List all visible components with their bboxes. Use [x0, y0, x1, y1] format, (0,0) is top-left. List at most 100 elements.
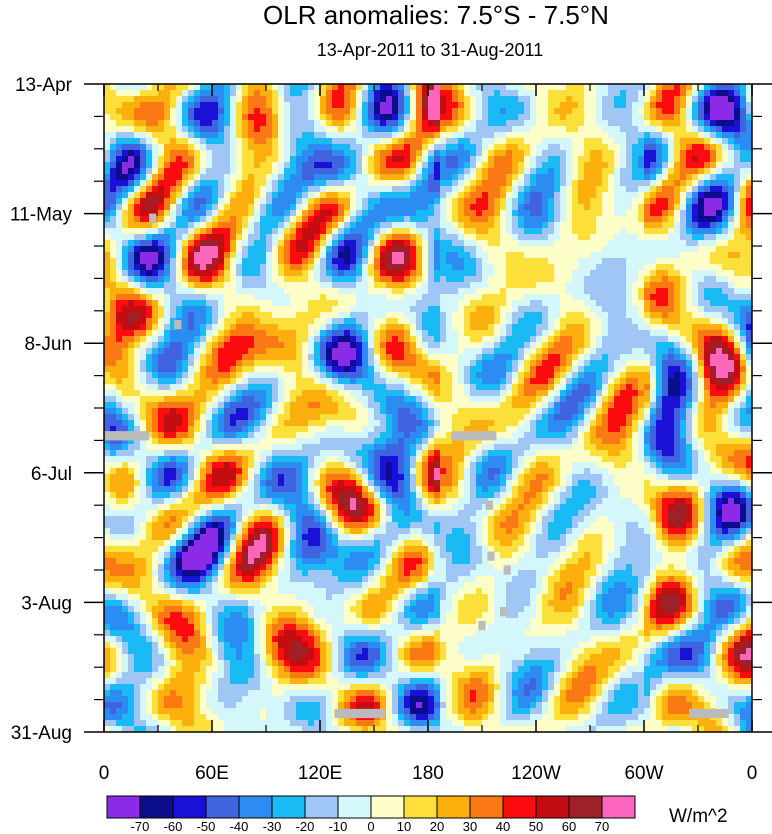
- olr-cell: [386, 150, 393, 157]
- olr-cell: [704, 246, 711, 253]
- olr-cell: [584, 150, 591, 157]
- olr-cell: [446, 312, 453, 319]
- olr-cell: [638, 312, 645, 319]
- olr-cell: [152, 222, 159, 229]
- olr-cell: [374, 330, 381, 337]
- olr-cell: [350, 204, 357, 211]
- olr-cell: [128, 288, 135, 295]
- olr-cell: [620, 354, 627, 361]
- olr-cell: [680, 198, 687, 205]
- olr-cell: [164, 312, 171, 319]
- olr-cell: [722, 318, 729, 325]
- olr-cell: [350, 90, 357, 97]
- olr-cell: [278, 228, 285, 235]
- olr-cell: [278, 204, 285, 211]
- olr-cell: [308, 90, 315, 97]
- olr-cell: [326, 168, 333, 175]
- olr-cell: [614, 126, 621, 133]
- olr-cell: [146, 294, 153, 301]
- olr-cell: [722, 234, 729, 241]
- olr-cell: [644, 348, 651, 355]
- olr-cell: [416, 300, 423, 307]
- olr-cell: [176, 264, 183, 271]
- olr-cell: [152, 282, 159, 289]
- olr-cell: [602, 252, 609, 259]
- olr-cell: [272, 228, 279, 235]
- olr-cell: [416, 126, 423, 133]
- olr-cell: [662, 354, 669, 361]
- olr-cell: [326, 120, 333, 127]
- olr-cell: [404, 354, 411, 361]
- olr-cell: [446, 300, 453, 307]
- olr-cell: [146, 204, 153, 211]
- olr-cell: [308, 312, 315, 319]
- olr-cell: [590, 330, 597, 337]
- olr-cell: [122, 210, 129, 217]
- olr-cell: [302, 138, 309, 145]
- olr-cell: [728, 114, 735, 121]
- olr-cell: [626, 228, 633, 235]
- olr-cell: [650, 132, 657, 139]
- olr-cell: [452, 138, 459, 145]
- olr-cell: [224, 264, 231, 271]
- olr-cell: [356, 246, 363, 253]
- olr-cell: [572, 120, 579, 127]
- olr-cell: [674, 186, 681, 193]
- olr-cell: [626, 138, 633, 145]
- olr-cell: [434, 168, 441, 175]
- olr-cell: [650, 276, 657, 283]
- olr-cell: [374, 180, 381, 187]
- olr-cell: [476, 174, 483, 181]
- olr-cell: [446, 84, 453, 91]
- olr-cell: [146, 312, 153, 319]
- olr-cell: [548, 324, 555, 331]
- olr-cell: [470, 138, 477, 145]
- olr-cell: [182, 210, 189, 217]
- olr-cell: [272, 186, 279, 193]
- olr-cell: [584, 144, 591, 151]
- olr-cell: [332, 318, 339, 325]
- olr-cell: [704, 204, 711, 211]
- olr-cell: [494, 132, 501, 139]
- olr-cell: [608, 258, 615, 265]
- olr-cell: [734, 132, 741, 139]
- olr-cell: [380, 198, 387, 205]
- olr-cell: [326, 102, 333, 109]
- olr-cell: [320, 294, 327, 301]
- olr-cell: [266, 306, 273, 313]
- olr-cell: [386, 138, 393, 145]
- olr-cell: [140, 210, 147, 217]
- olr-cell: [122, 258, 129, 265]
- olr-cell: [428, 186, 435, 193]
- olr-cell: [116, 168, 123, 175]
- olr-cell: [488, 108, 495, 115]
- olr-cell: [596, 246, 603, 253]
- olr-cell: [200, 342, 207, 349]
- olr-cell: [428, 276, 435, 283]
- olr-cell: [194, 108, 201, 115]
- olr-cell: [152, 234, 159, 241]
- olr-cell: [380, 318, 387, 325]
- olr-cell: [176, 168, 183, 175]
- olr-cell: [278, 162, 285, 169]
- olr-cell: [518, 162, 525, 169]
- olr-cell: [722, 300, 729, 307]
- olr-cell: [158, 252, 165, 259]
- olr-cell: [392, 354, 399, 361]
- olr-cell: [296, 336, 303, 343]
- olr-cell: [176, 342, 183, 349]
- olr-cell: [230, 246, 237, 253]
- olr-cell: [476, 342, 483, 349]
- olr-cell: [536, 312, 543, 319]
- olr-cell: [548, 312, 555, 319]
- olr-cell: [518, 330, 525, 337]
- olr-cell: [194, 282, 201, 289]
- olr-cell: [734, 162, 741, 169]
- olr-cell: [326, 150, 333, 157]
- olr-cell: [620, 306, 627, 313]
- olr-cell: [740, 336, 747, 343]
- olr-cell: [560, 222, 567, 229]
- olr-cell: [236, 336, 243, 343]
- olr-cell: [260, 180, 267, 187]
- olr-cell: [200, 288, 207, 295]
